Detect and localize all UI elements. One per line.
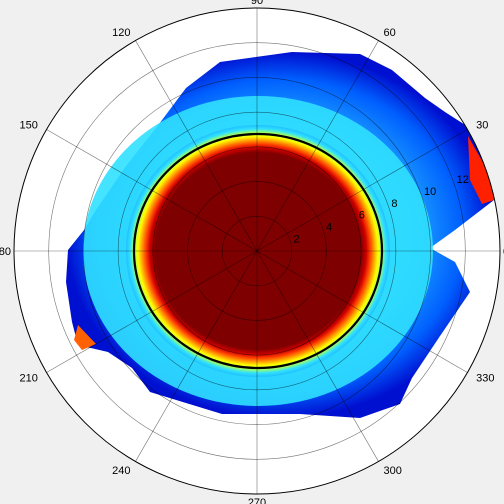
grid-spoke-330	[256, 250, 468, 373]
radius-tick-label: 12	[457, 174, 469, 186]
boundary-contour	[132, 132, 384, 370]
grid-spoke-240	[135, 250, 258, 462]
angle-tick-label: 330	[476, 373, 494, 385]
angle-tick-label: 270	[248, 497, 266, 504]
angle-tick-label: 150	[20, 120, 38, 132]
right-warm-spot	[468, 136, 494, 204]
angle-tick-label: 120	[112, 27, 130, 39]
grid-spoke-300	[256, 250, 379, 462]
angle-tick-label: 180	[0, 246, 11, 258]
angle-tick-label: 90	[251, 0, 263, 7]
angle-tick-label: 210	[20, 373, 38, 385]
grid-spoke-60	[256, 40, 379, 252]
grid-spoke-120	[135, 40, 258, 252]
polar-outer-boundary	[13, 7, 501, 495]
angle-tick-label: 60	[384, 27, 396, 39]
angle-tick-label: 300	[384, 465, 402, 477]
radius-tick-labels: 2 4 6 8 10 12	[294, 174, 469, 245]
radius-tick-label: 4	[326, 222, 332, 234]
radius-tick-label: 2	[294, 233, 300, 245]
radius-tick-label: 6	[359, 210, 365, 222]
angle-tick-label: 240	[112, 465, 130, 477]
radius-tick-label: 8	[391, 198, 397, 210]
left-warm-spot	[74, 325, 96, 350]
radius-tick-label: 10	[424, 186, 436, 198]
angle-tick-label: 30	[476, 120, 488, 132]
grid-spoke-30	[256, 129, 468, 252]
heatmap-surface	[66, 52, 494, 418]
